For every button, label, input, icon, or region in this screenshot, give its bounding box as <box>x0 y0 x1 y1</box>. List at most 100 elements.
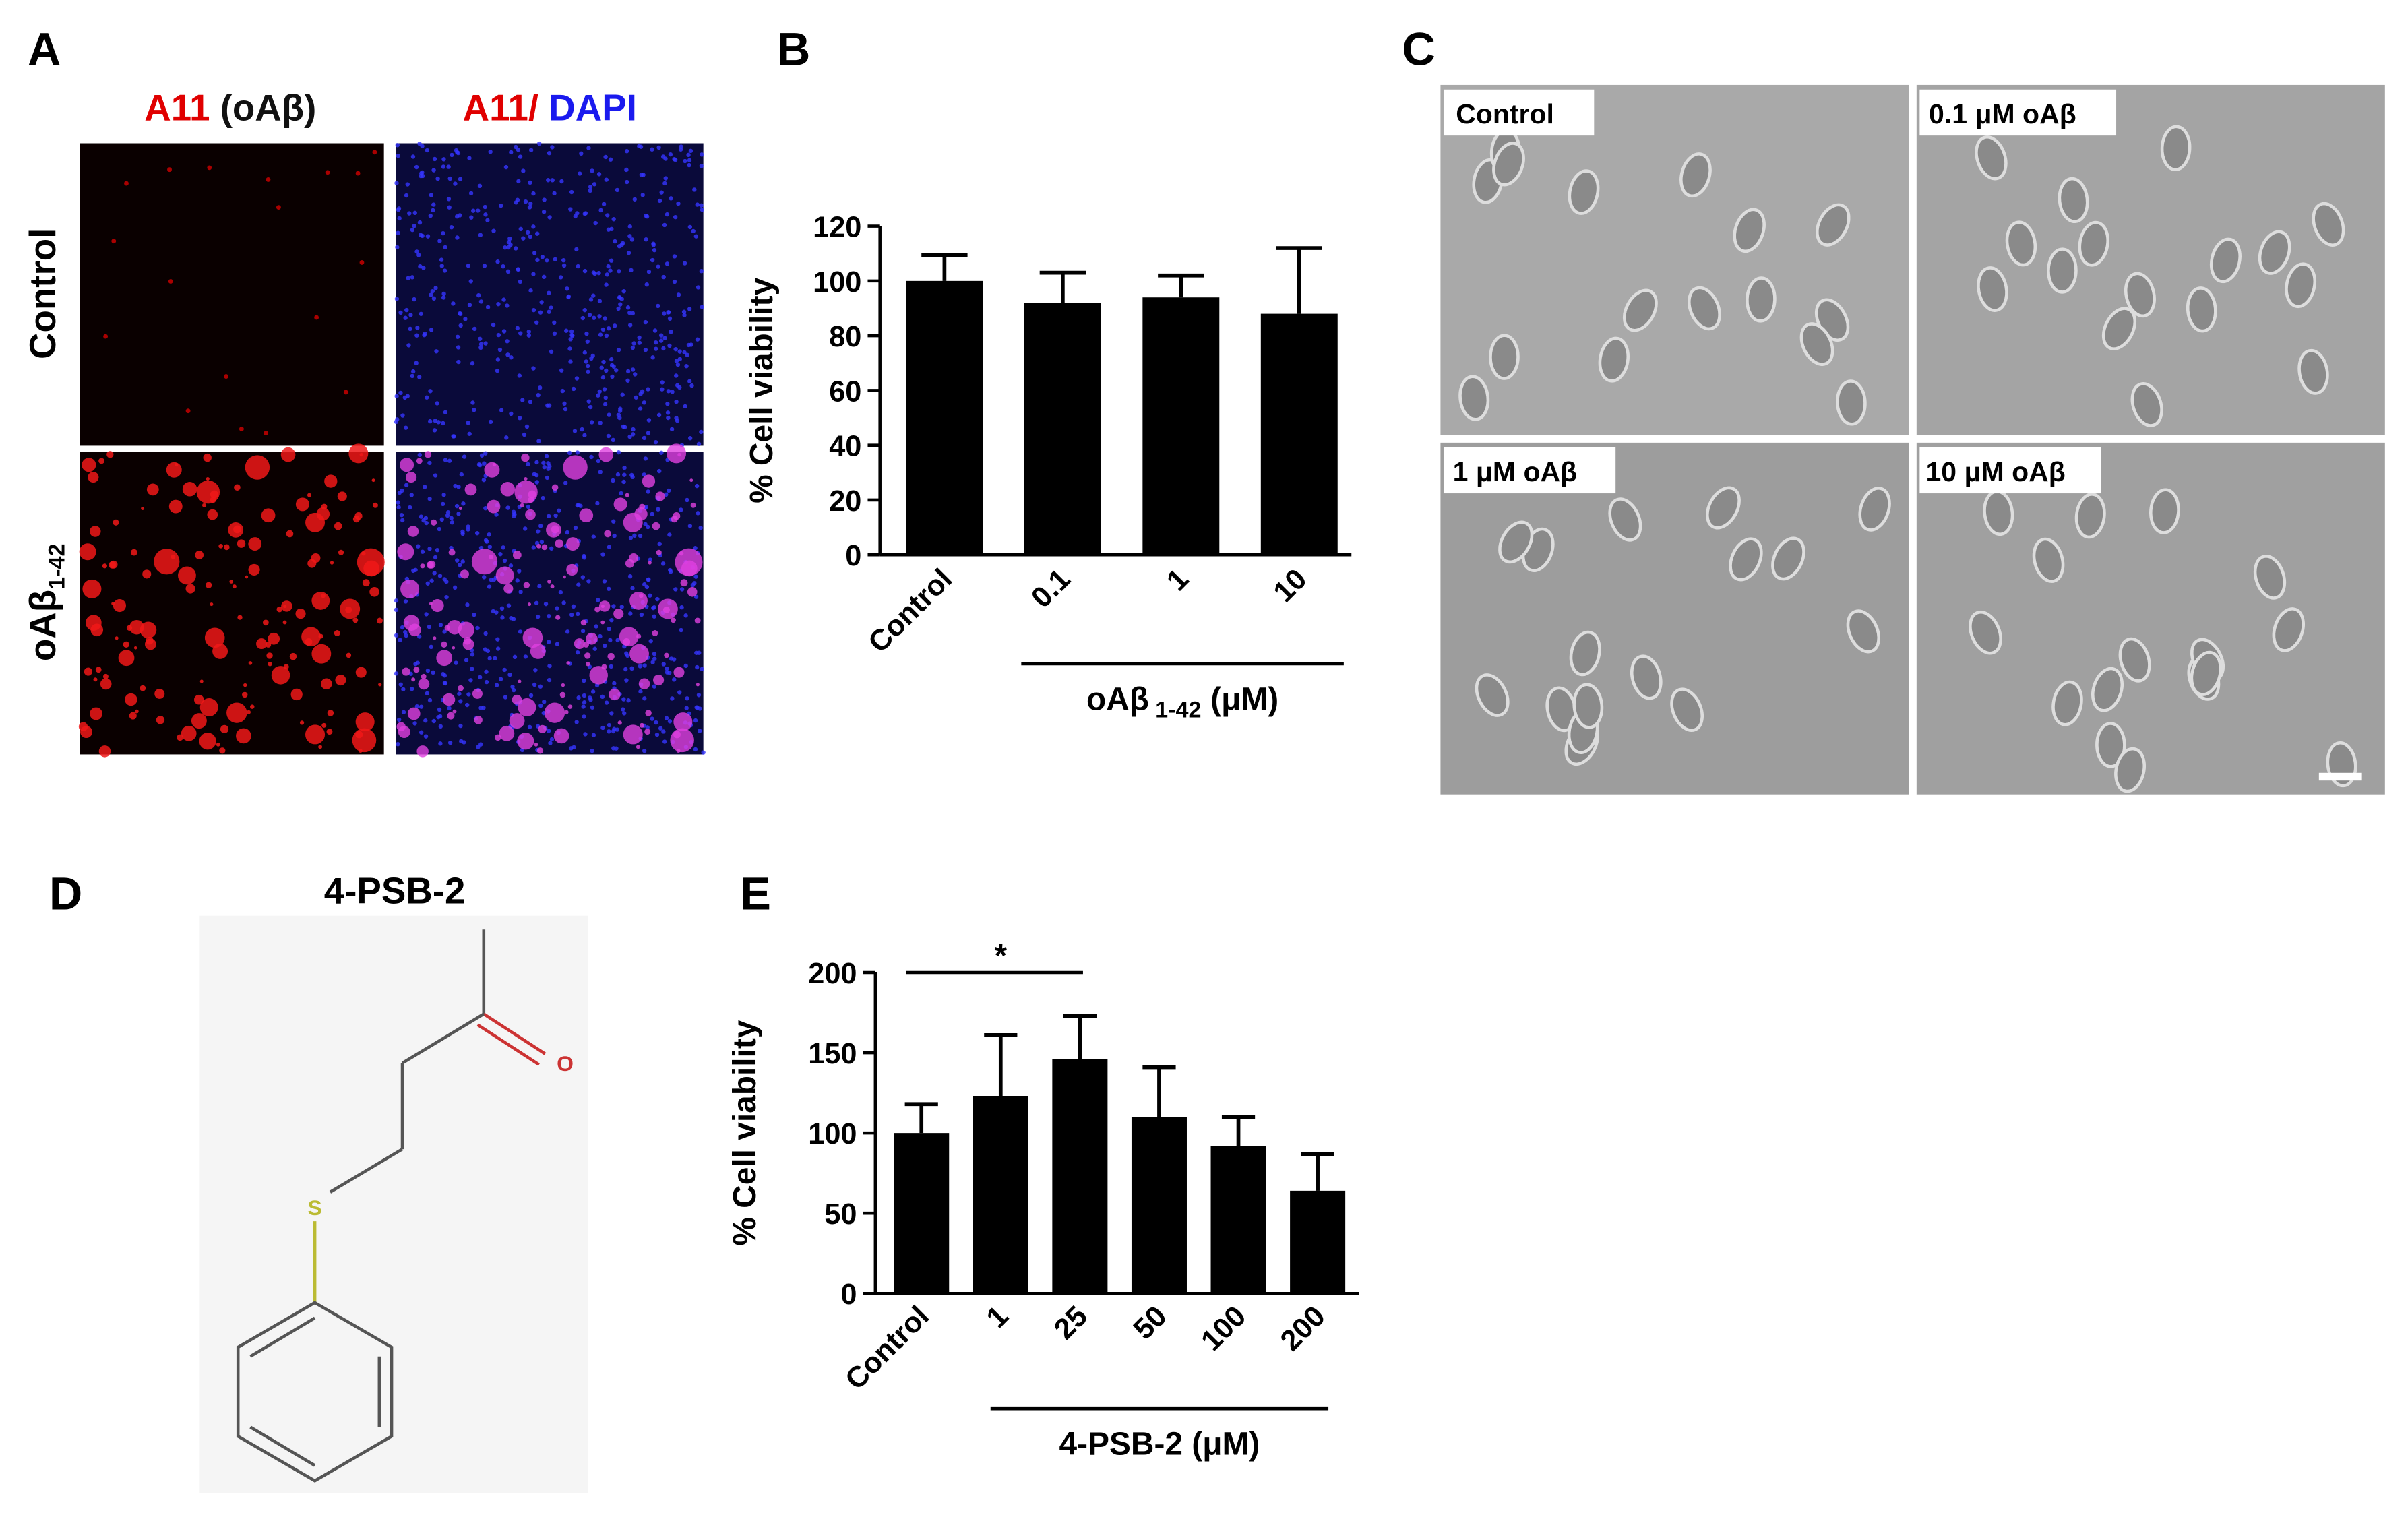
nucleus <box>549 305 553 310</box>
spot <box>280 447 296 462</box>
spot <box>103 334 109 339</box>
nucleus <box>419 514 424 519</box>
spot <box>345 606 352 613</box>
spot <box>232 584 237 589</box>
nucleus <box>442 577 447 582</box>
nucleus <box>582 433 587 438</box>
spot <box>448 549 456 556</box>
nucleus <box>582 714 586 719</box>
nucleus <box>559 368 564 373</box>
nucleus <box>476 208 481 213</box>
nucleus <box>573 525 578 530</box>
nucleus <box>661 274 666 280</box>
nucleus <box>528 400 533 404</box>
spot <box>398 726 410 739</box>
nucleus <box>611 478 615 483</box>
spot <box>687 586 698 597</box>
nucleus <box>549 737 555 742</box>
panel-label: B <box>777 24 810 75</box>
nucleus <box>464 658 469 662</box>
nucleus <box>516 148 521 152</box>
nucleus <box>425 148 430 153</box>
nucleus <box>535 614 541 619</box>
nucleus <box>459 472 464 477</box>
atom-label: S <box>307 1196 321 1220</box>
cell <box>2209 237 2242 284</box>
nucleus <box>395 143 400 148</box>
nucleus <box>601 202 607 206</box>
nucleus <box>656 303 660 309</box>
spot <box>642 474 656 488</box>
cell <box>2149 488 2180 534</box>
nucleus <box>521 168 526 173</box>
cell <box>2312 202 2345 247</box>
nucleus <box>467 303 472 307</box>
nucleus <box>545 403 550 408</box>
error-bar <box>1221 1115 1256 1146</box>
cell <box>1630 654 1663 700</box>
spot <box>199 733 216 750</box>
nucleus <box>611 604 616 609</box>
nucleus <box>494 683 499 687</box>
nucleus <box>591 293 596 298</box>
nucleus <box>449 225 454 230</box>
spot <box>550 584 555 589</box>
spot <box>226 702 247 723</box>
spot <box>625 559 635 568</box>
spot <box>325 170 330 175</box>
nucleus <box>696 285 701 290</box>
nucleus <box>429 328 434 332</box>
nucleus <box>410 227 415 233</box>
nucleus <box>695 664 700 670</box>
spot <box>234 484 241 491</box>
bar <box>1260 313 1338 555</box>
nucleus <box>501 297 506 302</box>
nucleus <box>692 187 697 192</box>
nucleus <box>652 656 657 661</box>
nucleus <box>429 292 433 297</box>
nucleus <box>533 668 538 673</box>
nucleus <box>404 193 409 198</box>
nucleus <box>600 552 605 557</box>
nucleus <box>654 720 658 725</box>
nucleus <box>569 612 574 617</box>
spot <box>653 675 665 686</box>
nucleus <box>518 590 523 594</box>
nucleus <box>614 368 619 373</box>
nucleus <box>429 193 434 197</box>
nucleus <box>547 514 551 519</box>
nucleus <box>515 326 520 331</box>
spot <box>427 560 436 569</box>
nucleus <box>499 408 504 412</box>
nucleus <box>607 722 612 728</box>
spot <box>471 549 498 575</box>
spot <box>195 551 204 559</box>
nucleus <box>623 667 628 672</box>
nucleus <box>620 241 625 246</box>
nucleus <box>582 693 587 698</box>
nucleus <box>536 393 541 398</box>
nucleus <box>509 355 514 360</box>
x-tick-label: 50 <box>1128 1300 1173 1346</box>
spot <box>79 543 96 561</box>
spot <box>600 620 605 625</box>
nucleus <box>701 750 706 755</box>
nucleus <box>466 692 471 697</box>
nucleus <box>618 302 623 307</box>
spot <box>237 539 246 548</box>
nucleus <box>414 164 419 170</box>
nucleus <box>522 526 528 531</box>
nucleus <box>487 584 492 589</box>
nucleus <box>679 507 683 512</box>
nucleus <box>617 408 623 413</box>
nucleus <box>423 485 427 489</box>
spot <box>528 490 536 499</box>
nucleus <box>675 419 680 423</box>
nucleus <box>674 373 679 378</box>
nucleus <box>527 205 532 210</box>
nucleus <box>506 603 512 608</box>
nucleus <box>396 741 400 747</box>
cell <box>2095 722 2126 768</box>
nucleus <box>674 359 679 363</box>
spot <box>584 652 591 659</box>
